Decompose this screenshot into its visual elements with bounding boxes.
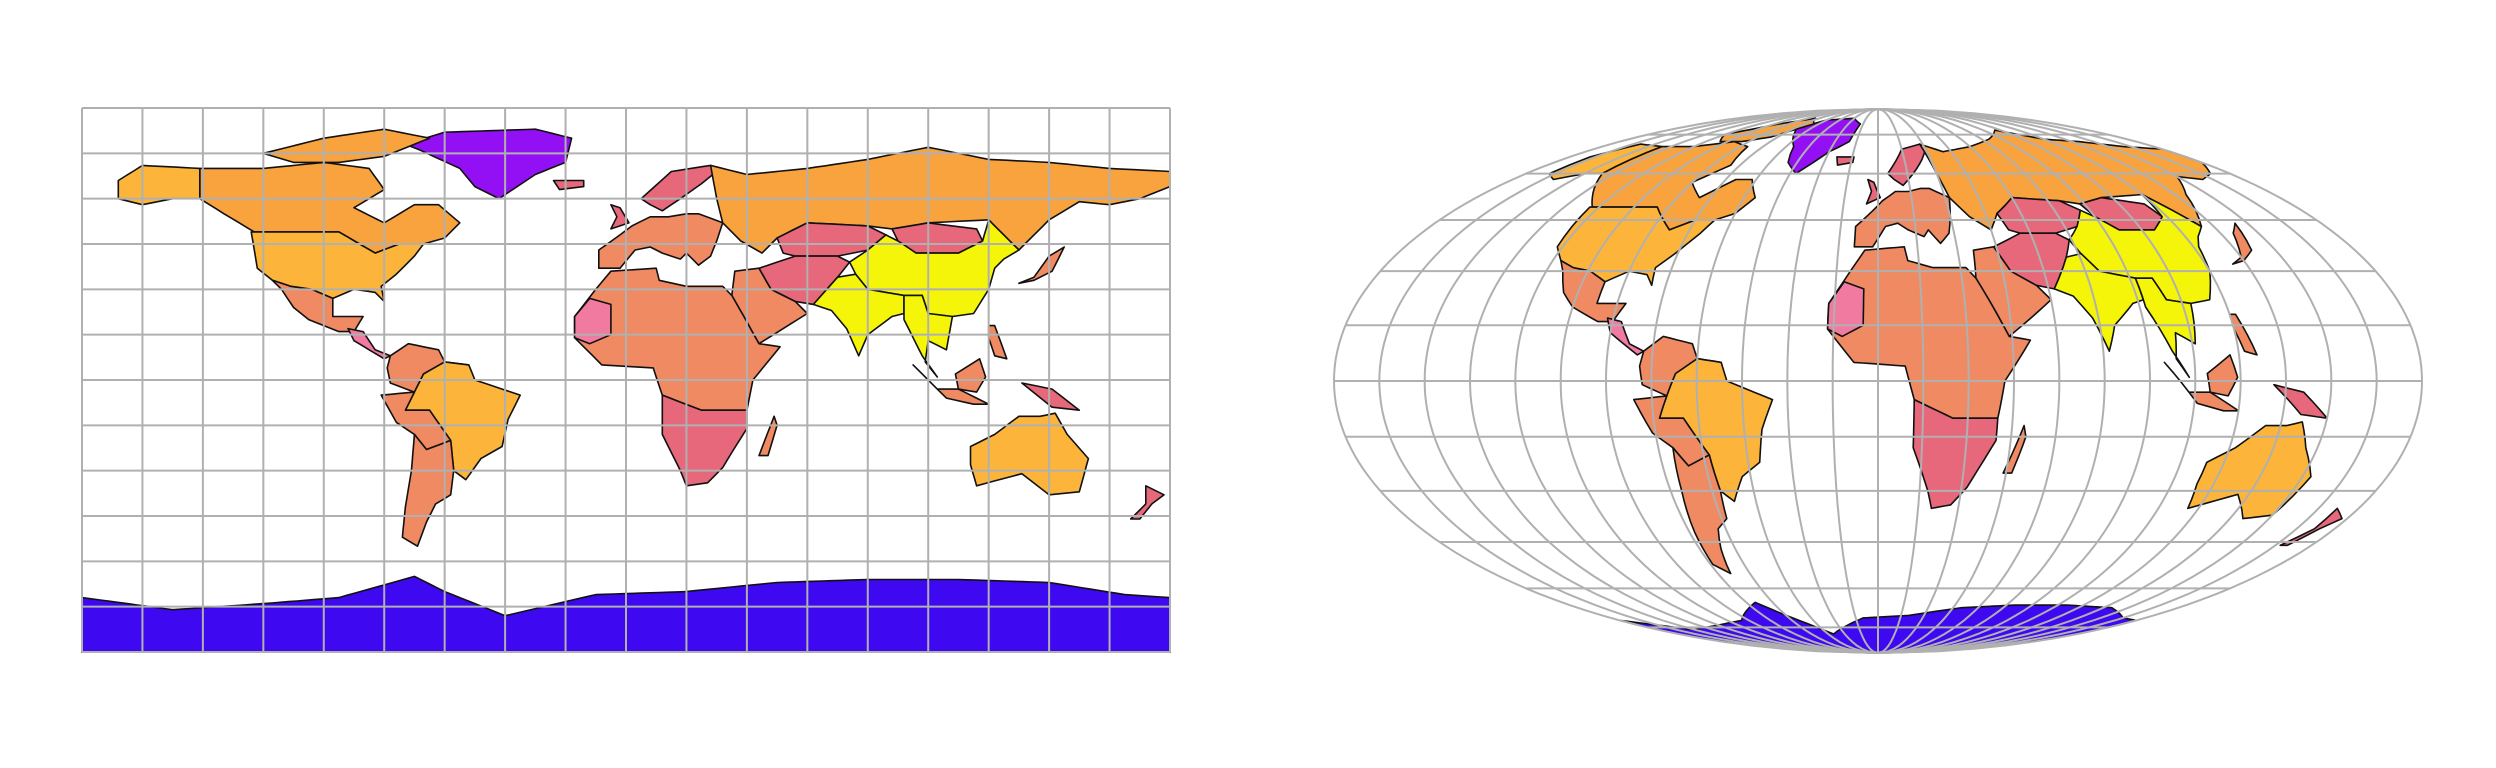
country-central-america-moll — [1606, 317, 1645, 356]
country-uk-moll — [1865, 178, 1881, 205]
country-europe-plate — [598, 213, 724, 269]
country-west-africa-moll — [1826, 281, 1865, 338]
country-iran-central-asia-moll — [1992, 232, 2070, 290]
country-japan-plate — [1018, 246, 1065, 285]
country-india-moll — [2053, 252, 2145, 352]
country-peru-bolivia-plate — [380, 391, 452, 451]
country-japan-moll — [2231, 222, 2253, 265]
country-new-guinea-plate — [1021, 382, 1081, 411]
country-indonesia-moll — [2163, 361, 2240, 412]
mollweide-map — [1332, 108, 2424, 654]
country-africa-south-moll — [1912, 398, 1999, 510]
country-africa-south-plate — [661, 394, 748, 487]
country-central-america-plate — [347, 327, 392, 360]
mollweide-graticule — [1332, 108, 2424, 654]
plate-carree-graticule — [81, 107, 1171, 653]
country-iran-central-asia-plate — [758, 255, 851, 306]
country-indonesia-plate — [912, 364, 990, 405]
country-west-africa-plate — [573, 297, 612, 345]
country-argentina-chile-plate — [401, 433, 455, 547]
country-iceland-moll — [1836, 156, 1855, 166]
plate-carree-map — [81, 107, 1171, 653]
country-uk-plate — [610, 203, 630, 230]
